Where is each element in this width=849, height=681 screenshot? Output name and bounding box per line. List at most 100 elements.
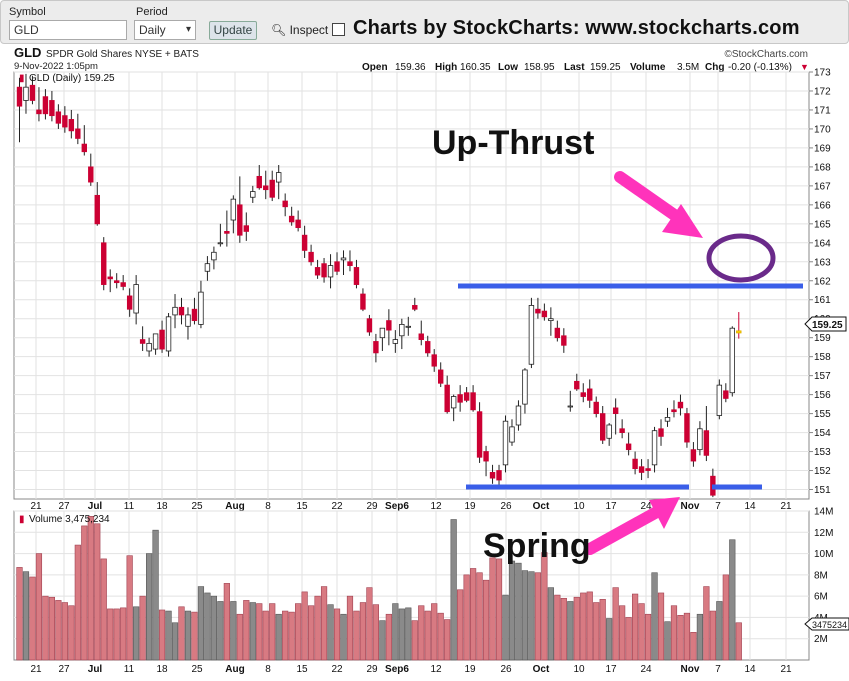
candle-body — [152, 333, 159, 350]
price-tick-label: 158 — [814, 352, 831, 363]
volume-bar — [651, 572, 658, 661]
upthrust-arrow-icon — [614, 171, 703, 238]
volume-date-tick-label: 26 — [500, 664, 512, 675]
symbol-input[interactable]: GLD — [9, 20, 127, 40]
inspect-checkbox[interactable] — [332, 23, 345, 36]
volume-bar — [405, 607, 412, 661]
volume-value: 3.5M — [677, 62, 699, 73]
candle-body — [645, 468, 651, 471]
candle-body — [690, 449, 697, 462]
volume-bar — [508, 560, 516, 661]
volume-bar — [327, 604, 334, 661]
candle-body — [723, 390, 729, 399]
volume-bar — [87, 516, 94, 661]
volume-date-tick-label: 7 — [715, 664, 721, 675]
volume-bar — [171, 622, 179, 661]
candle-body — [185, 314, 191, 327]
candle-body — [334, 261, 340, 272]
volume-bar — [249, 602, 256, 661]
price-tick-label: 164 — [814, 238, 831, 249]
volume-date-tick-label: 24 — [640, 664, 652, 675]
price-tick-label: 159 — [814, 333, 831, 344]
volume-tick-label: 2M — [814, 634, 828, 645]
symbol-label: Symbol — [9, 6, 46, 18]
candle-body — [165, 316, 172, 352]
price-axis: 1511521531541551561571581591601611621631… — [809, 68, 831, 496]
candle-body — [671, 409, 677, 413]
chevron-down-icon: ▾ — [185, 24, 191, 35]
date-tick-label: 17 — [605, 501, 617, 512]
candle-body — [489, 472, 496, 479]
candle-body — [716, 384, 723, 416]
candle-body — [483, 451, 489, 462]
candle-body — [198, 291, 204, 325]
price-tick-label: 162 — [814, 276, 831, 287]
inspect-toggle[interactable]: 🔍︎ Inspect — [271, 23, 328, 37]
volume-date-tick-label: Aug — [225, 664, 244, 675]
volume-bar — [346, 595, 354, 661]
low-label: Low — [498, 62, 518, 73]
volume-bar — [580, 592, 587, 661]
volume-date-tick-label: 14 — [744, 664, 756, 675]
volume-bar — [709, 610, 716, 661]
candle-body — [638, 466, 645, 473]
price-tick-label: 151 — [814, 485, 831, 496]
volume-bar — [120, 607, 127, 661]
volume-date-tick-label: 29 — [366, 664, 378, 675]
volume-date-tick-label: 27 — [58, 664, 70, 675]
annotation-overlay: Up-Thrust Spring — [432, 124, 803, 565]
volume-bar — [48, 596, 55, 661]
volume-bar — [482, 579, 490, 661]
volume-bar — [126, 555, 133, 661]
candle-body — [327, 265, 334, 278]
candle-body — [528, 305, 535, 365]
volume-bar — [670, 605, 678, 661]
candle-body — [133, 284, 139, 314]
candle-body — [94, 194, 100, 225]
candle-body — [515, 405, 522, 426]
volume-bar — [379, 620, 386, 661]
price-date-axis: 21 27 Jul 11 18 25 Aug 8 15 22 29 Sep6 12 19 26 Oct 10 17… — [30, 501, 792, 512]
volume-date-tick-label: 15 — [296, 664, 308, 675]
candle-body — [612, 407, 619, 415]
date-tick-label: 7 — [715, 501, 721, 512]
candle-body — [321, 263, 327, 278]
volume-bar — [560, 597, 567, 661]
candle-body — [288, 215, 295, 223]
candle-body — [172, 306, 178, 316]
volume-bar — [94, 523, 101, 661]
candle-body — [548, 318, 554, 322]
volume-bar — [444, 619, 451, 661]
candle-body — [703, 430, 710, 456]
price-tick-label: 154 — [814, 428, 831, 439]
volume-bar — [256, 603, 263, 661]
volume-bar — [541, 552, 548, 661]
volume-bar — [677, 614, 684, 661]
date-tick-label: 11 — [124, 501, 135, 512]
volume-bar — [521, 570, 529, 661]
candle-body — [412, 305, 418, 310]
volume-bar — [431, 603, 438, 661]
candle-body — [697, 428, 703, 451]
period-select[interactable]: Daily ▾ — [134, 20, 196, 40]
volume-bar — [55, 600, 62, 661]
update-button[interactable]: Update — [209, 21, 257, 40]
price-tick-label: 155 — [814, 409, 831, 420]
open-value: 159.36 — [395, 62, 426, 73]
volume-bar — [217, 601, 224, 661]
price-tick-label: 153 — [814, 447, 831, 458]
candle-body — [405, 325, 411, 328]
price-tick-label: 165 — [814, 219, 831, 230]
candle-body — [574, 380, 580, 390]
volume-bar — [262, 610, 269, 661]
date-tick-label: Sep6 — [385, 501, 409, 512]
volume-bar — [437, 612, 444, 661]
candle-body — [509, 426, 515, 443]
candle-body — [386, 320, 392, 331]
volume-bar — [366, 587, 373, 661]
volume-date-tick-label: 22 — [331, 664, 343, 675]
candle-body — [275, 172, 282, 183]
candle-body — [444, 384, 450, 413]
candle-body — [55, 111, 62, 124]
